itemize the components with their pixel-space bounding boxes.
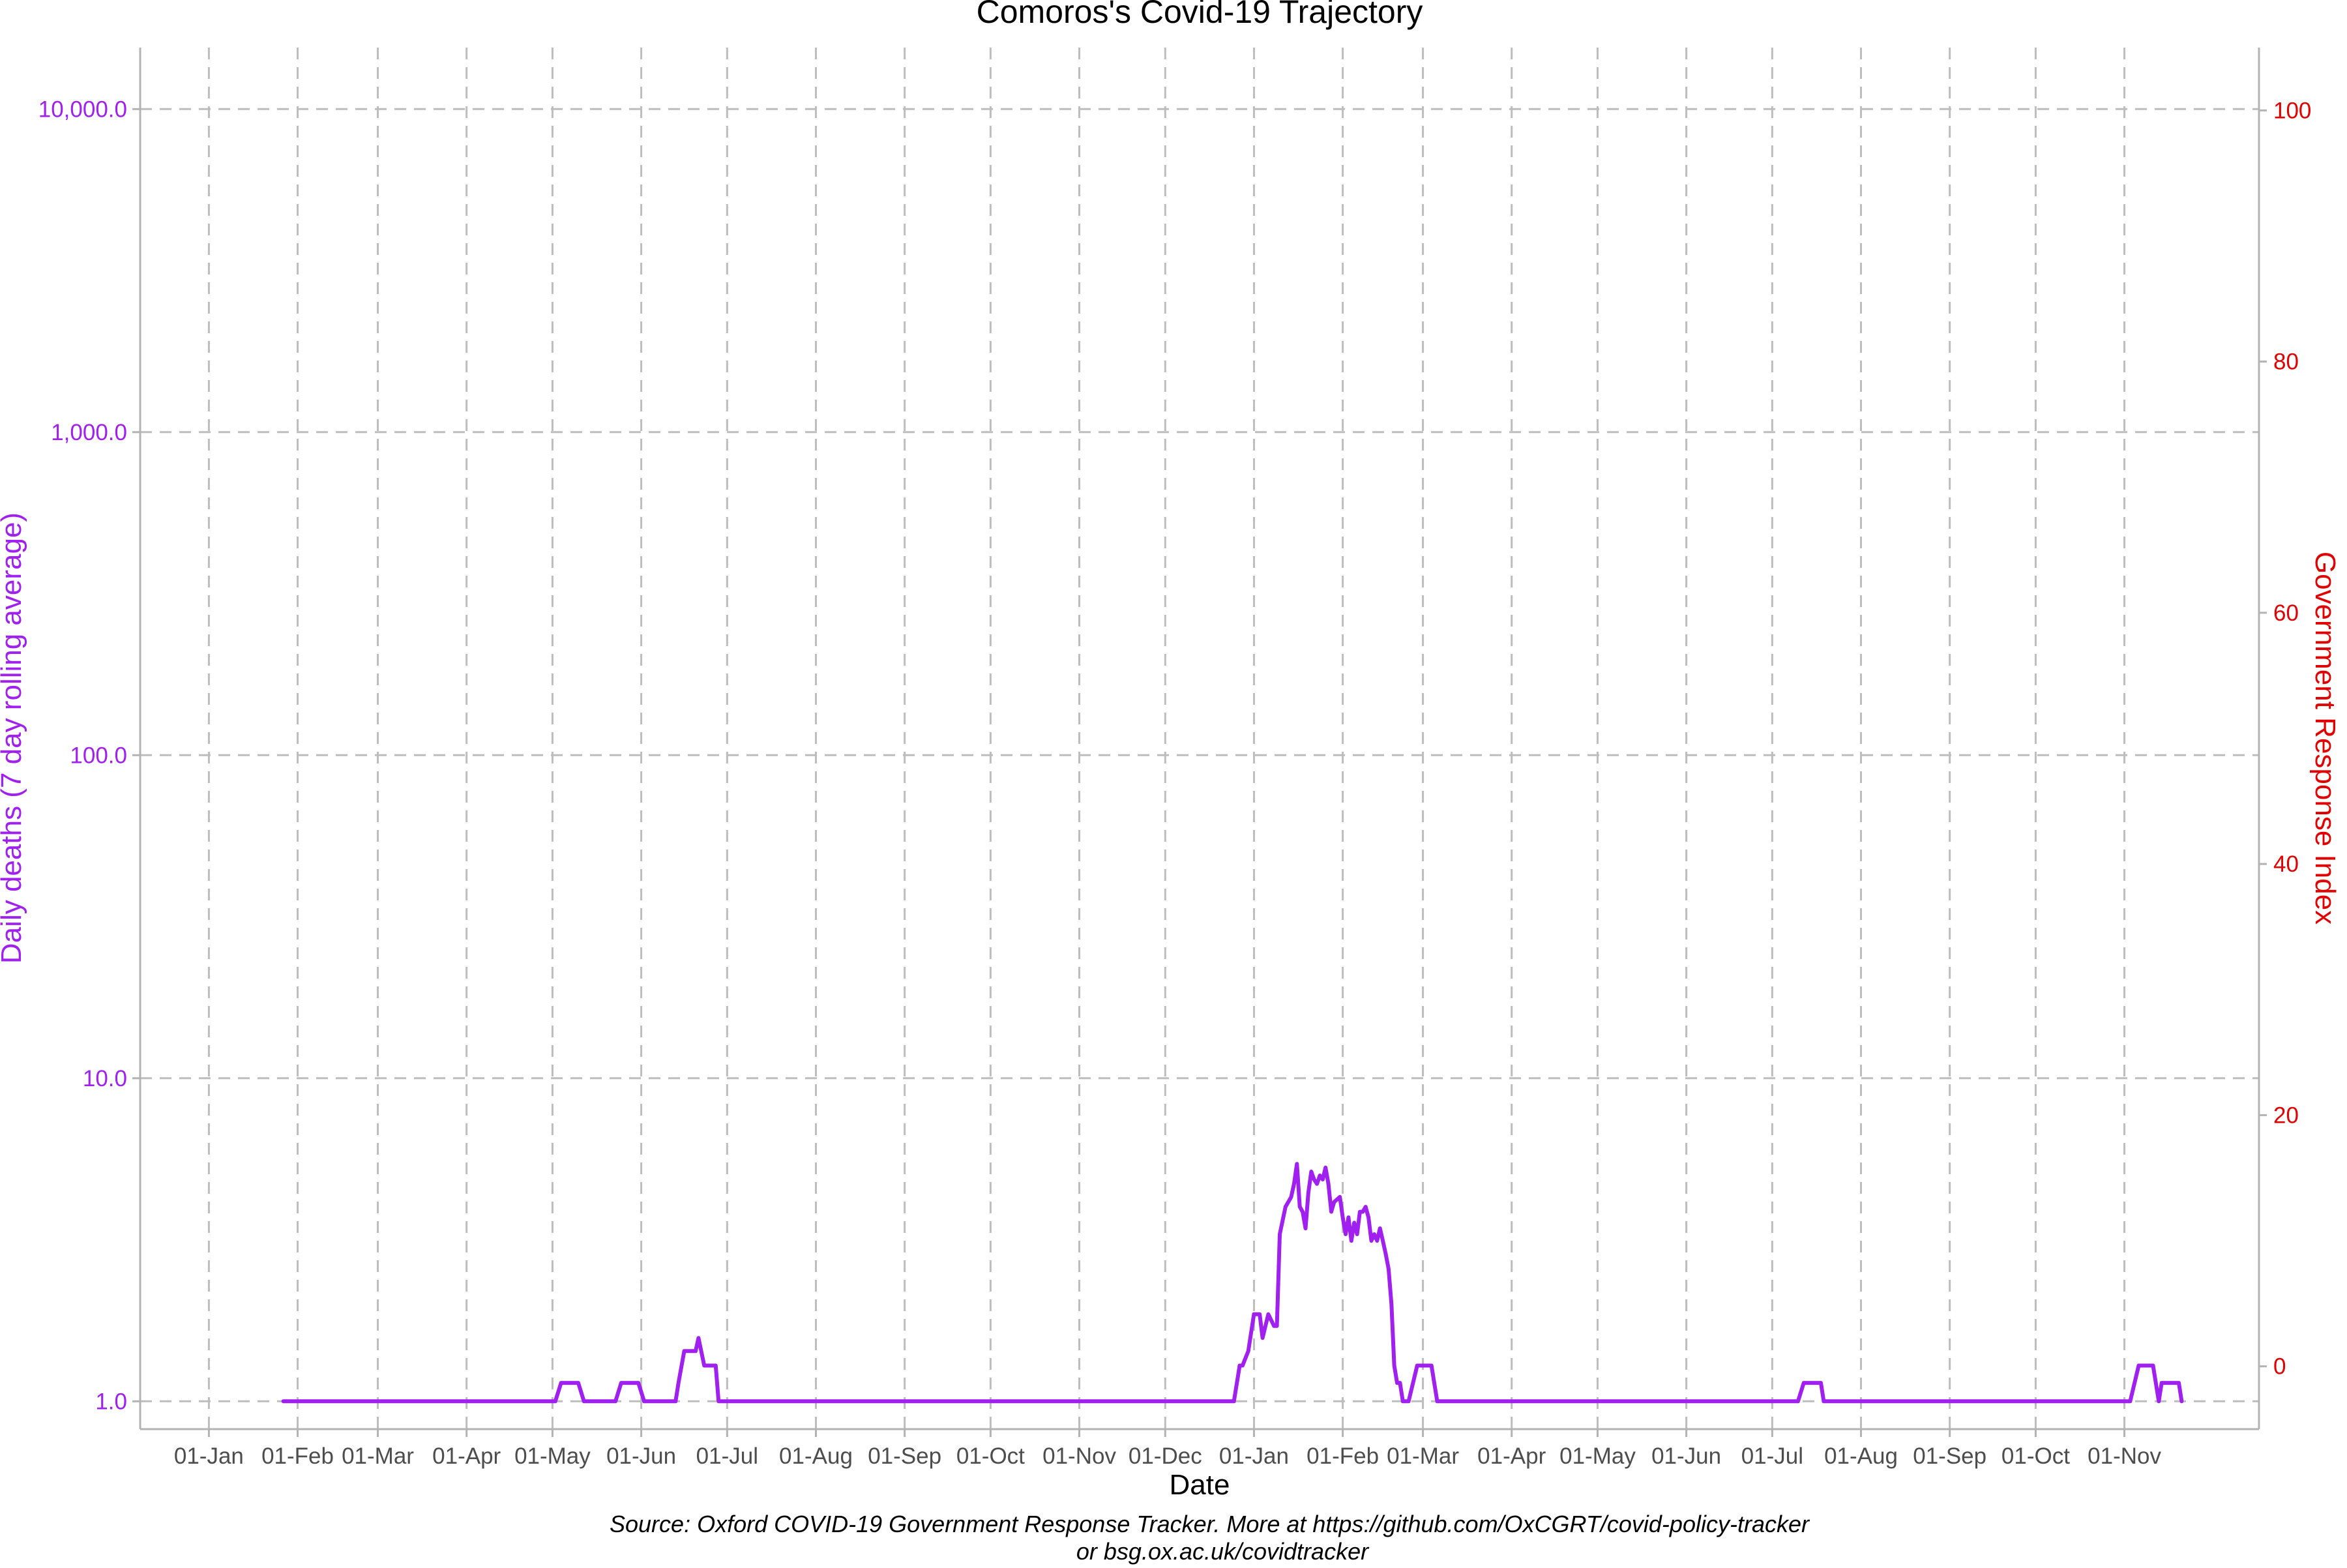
x-axis-label: Date — [1170, 1469, 1230, 1501]
y-left-tick-label: 10.0 — [83, 1066, 127, 1091]
y-right-tick-label: 40 — [2273, 851, 2299, 877]
x-tick-label: 01-Jun — [606, 1443, 676, 1469]
grid-layer — [140, 48, 2259, 1429]
x-tick-label: 01-Sep — [1913, 1443, 1986, 1469]
x-tick-label: 01-Aug — [779, 1443, 853, 1469]
x-tick-label: 01-Nov — [1042, 1443, 1116, 1469]
y-left-tick-label: 10,000.0 — [38, 96, 127, 122]
x-tick-label: 01-Feb — [261, 1443, 334, 1469]
axes-layer — [139, 48, 2260, 1430]
x-tick-label: 01-Dec — [1129, 1443, 1202, 1469]
caption-line-1: Source: Oxford COVID-19 Government Respo… — [610, 1511, 1810, 1537]
x-tick-label: 01-Nov — [2088, 1443, 2161, 1469]
x-tick-label: 01-Jul — [1741, 1443, 1803, 1469]
x-tick-label: 01-Apr — [432, 1443, 501, 1469]
x-tick-label: 01-Aug — [1824, 1443, 1898, 1469]
x-tick-label: 01-Oct — [2001, 1443, 2070, 1469]
x-tick-label: 01-Sep — [868, 1443, 941, 1469]
y-left-tick-label: 1.0 — [95, 1389, 127, 1414]
y-right-tick-label: 20 — [2273, 1102, 2299, 1128]
x-tick-label: 01-May — [1559, 1443, 1636, 1469]
x-tick-label: 01-Jun — [1651, 1443, 1721, 1469]
x-tick-label: 01-Mar — [1387, 1443, 1459, 1469]
y-left-tick-label: 1,000.0 — [51, 420, 127, 445]
deaths-series-line — [281, 1162, 2184, 1404]
x-tick-label: 01-Mar — [342, 1443, 414, 1469]
x-tick-label: 01-May — [514, 1443, 591, 1469]
chart-title: Comoros's Covid-19 Trajectory — [977, 0, 1423, 30]
y-right-tick-label: 60 — [2273, 600, 2299, 626]
caption-line-2: or bsg.ox.ac.uk/covidtracker — [1076, 1538, 1370, 1565]
x-tick-label: 01-Jul — [696, 1443, 758, 1469]
y-right-tick-label: 80 — [2273, 349, 2299, 375]
y-left-tick-label: 100.0 — [70, 743, 127, 768]
y-axis-left-label: Daily deaths (7 day rolling average) — [0, 512, 27, 964]
x-tick-label: 01-Jan — [1219, 1443, 1289, 1469]
x-tick-label: 01-Apr — [1477, 1443, 1546, 1469]
y-right-tick-label: 100 — [2273, 98, 2311, 123]
ticks-layer: 01-Jan 01-Feb 01-Mar 01-Apr 01-May 01-Jun 01-J… — [38, 96, 2312, 1469]
x-tick-label: 01-Feb — [1306, 1443, 1379, 1469]
series-layer — [281, 1162, 2184, 1404]
y-axis-right-label: Government Response Index — [2309, 552, 2341, 925]
x-tick-label: 01-Oct — [956, 1443, 1025, 1469]
x-tick-label: 01-Jan — [174, 1443, 244, 1469]
y-right-tick-label: 0 — [2273, 1354, 2286, 1380]
